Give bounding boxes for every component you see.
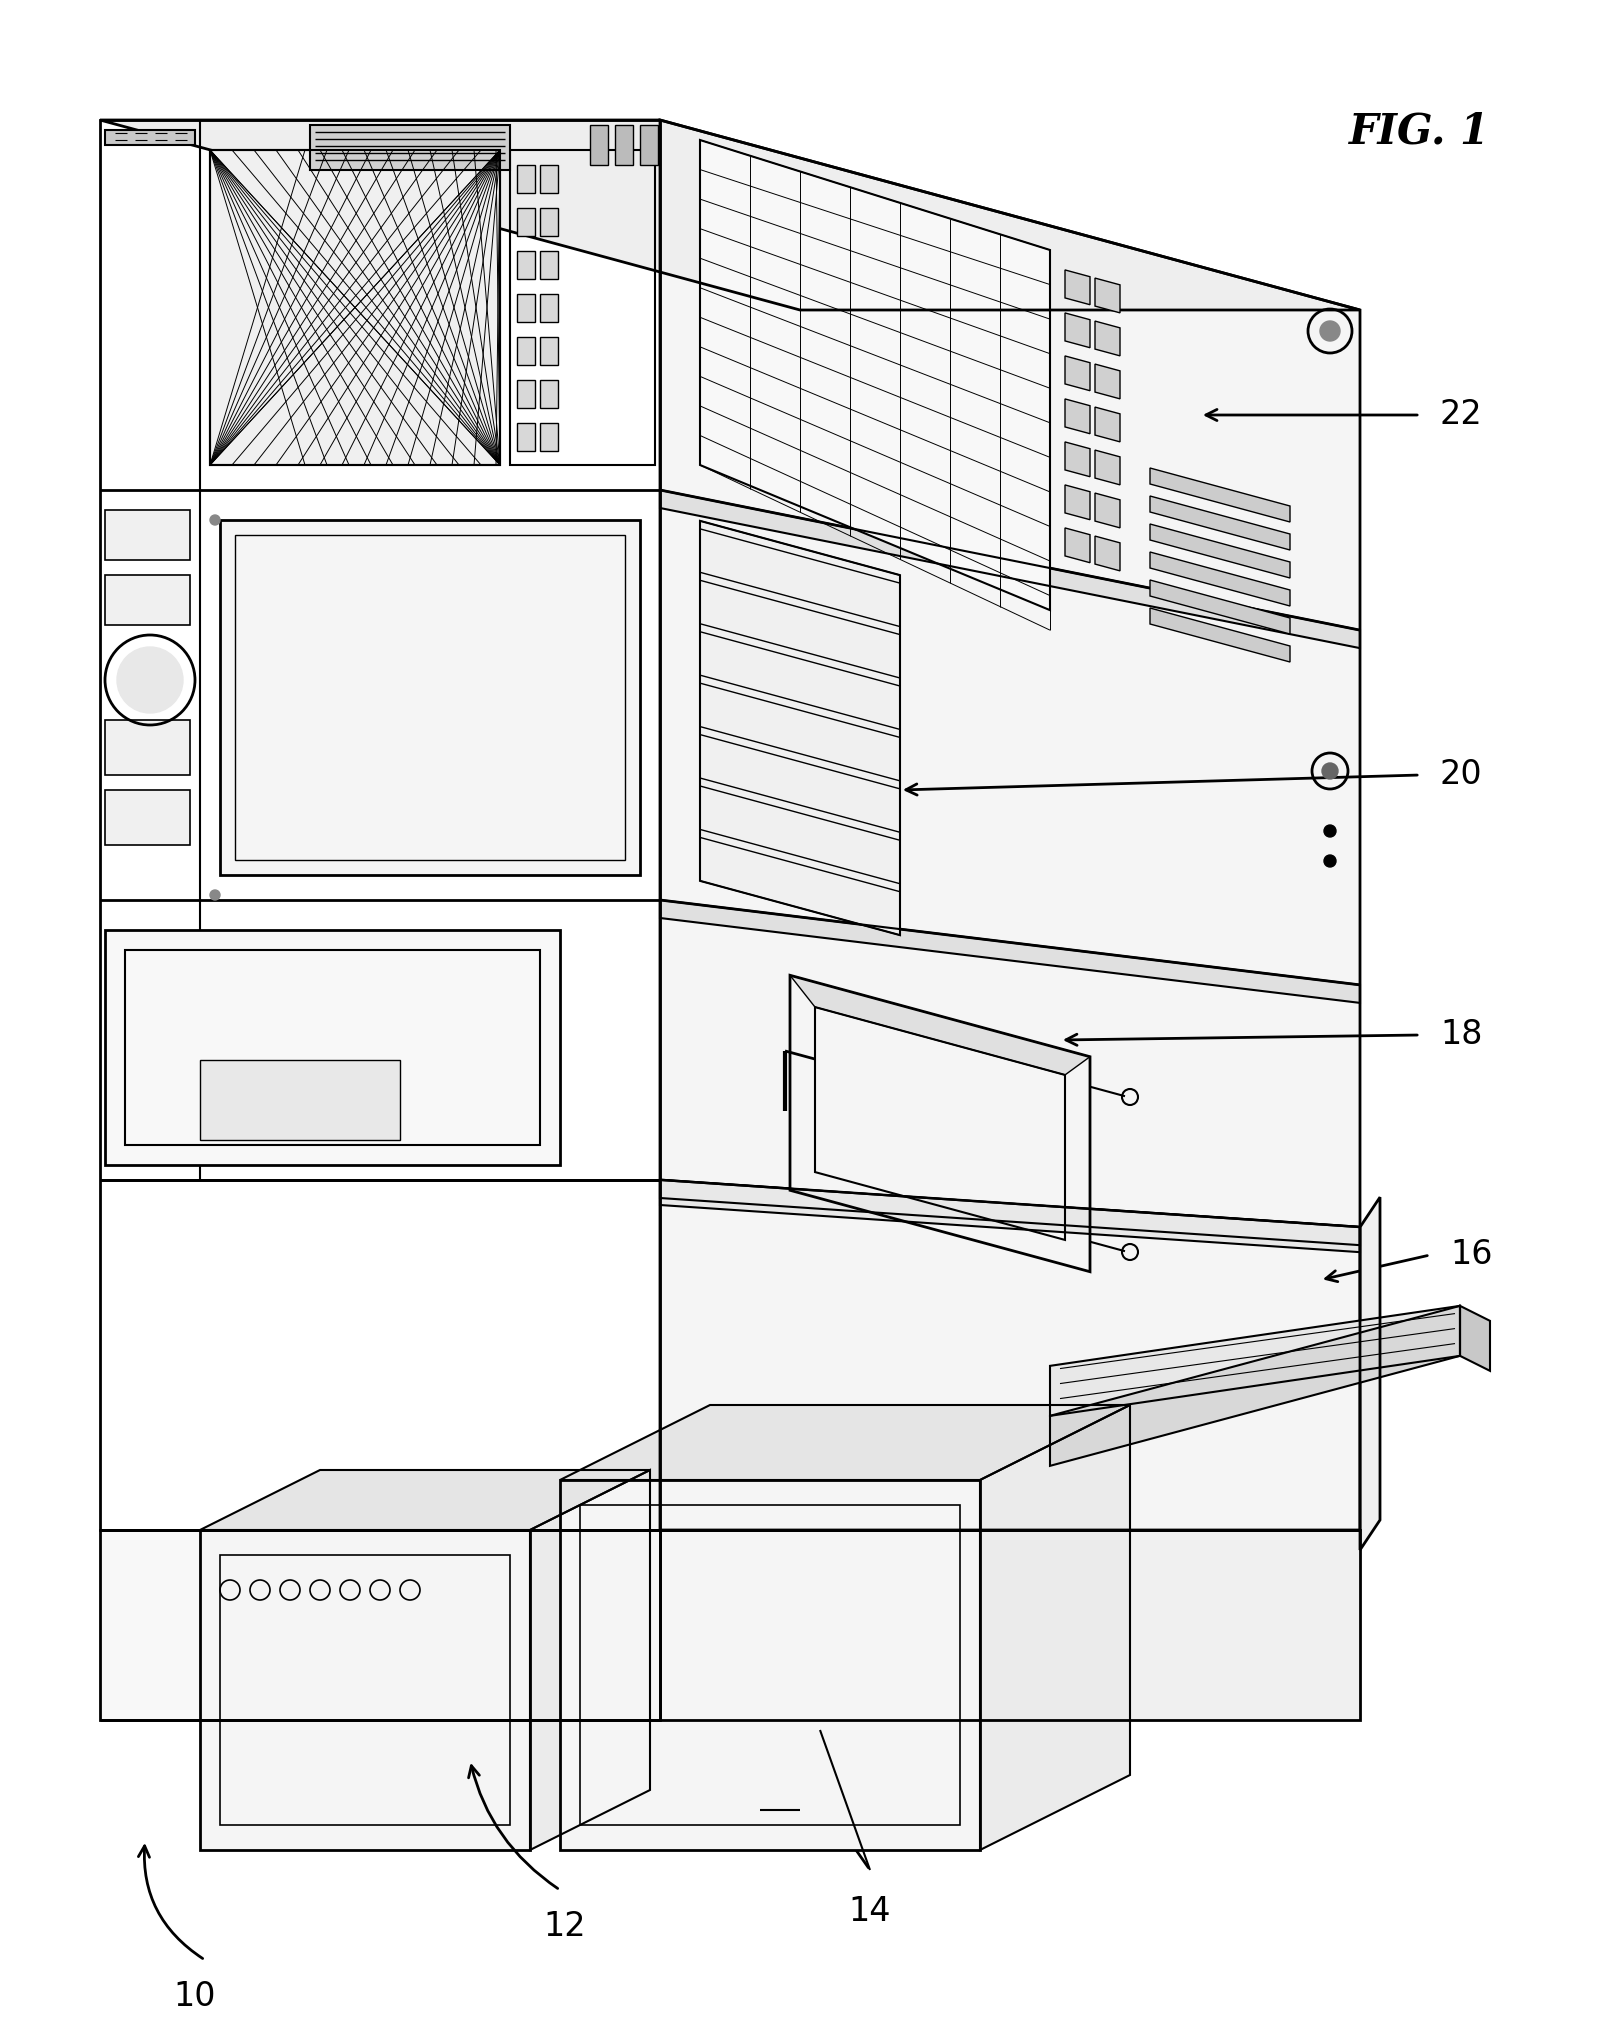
Text: 12: 12	[543, 1910, 587, 1943]
Polygon shape	[1151, 608, 1290, 661]
FancyArrowPatch shape	[139, 1845, 202, 1959]
FancyArrowPatch shape	[469, 1765, 558, 1888]
Text: 18: 18	[1440, 1018, 1482, 1051]
Polygon shape	[1151, 551, 1290, 606]
Polygon shape	[517, 251, 535, 280]
Polygon shape	[659, 900, 1361, 1002]
Polygon shape	[540, 208, 558, 237]
Polygon shape	[1065, 398, 1091, 435]
Polygon shape	[1151, 467, 1290, 522]
Polygon shape	[100, 120, 659, 1531]
Polygon shape	[540, 251, 558, 280]
Circle shape	[116, 647, 183, 712]
Text: 20: 20	[1440, 759, 1482, 792]
Polygon shape	[790, 976, 1091, 1272]
Polygon shape	[659, 120, 1361, 1531]
Polygon shape	[561, 1480, 979, 1849]
Polygon shape	[700, 141, 1050, 610]
Polygon shape	[1065, 355, 1091, 390]
Circle shape	[210, 890, 220, 900]
Polygon shape	[1096, 363, 1120, 398]
Polygon shape	[200, 1059, 401, 1141]
Polygon shape	[540, 165, 558, 194]
Polygon shape	[561, 1404, 1130, 1480]
Polygon shape	[1096, 451, 1120, 486]
Polygon shape	[540, 294, 558, 322]
Polygon shape	[1065, 443, 1091, 478]
Polygon shape	[1096, 320, 1120, 355]
Polygon shape	[1096, 537, 1120, 571]
Polygon shape	[590, 125, 608, 165]
Polygon shape	[979, 1404, 1130, 1849]
Circle shape	[1324, 825, 1336, 837]
Polygon shape	[210, 149, 499, 465]
Polygon shape	[517, 165, 535, 194]
Polygon shape	[105, 131, 196, 145]
Polygon shape	[200, 1531, 530, 1849]
Polygon shape	[640, 125, 658, 165]
Polygon shape	[100, 1531, 659, 1721]
Polygon shape	[1151, 496, 1290, 549]
Polygon shape	[100, 120, 1361, 310]
Polygon shape	[700, 520, 900, 935]
Polygon shape	[517, 422, 535, 451]
Polygon shape	[200, 1470, 650, 1531]
Polygon shape	[1050, 1306, 1459, 1465]
Circle shape	[1324, 855, 1336, 867]
Polygon shape	[659, 490, 1361, 649]
Polygon shape	[1065, 529, 1091, 563]
Circle shape	[210, 514, 220, 525]
Polygon shape	[659, 1180, 1361, 1245]
Polygon shape	[517, 208, 535, 237]
Polygon shape	[105, 576, 191, 625]
Circle shape	[1322, 763, 1338, 780]
Polygon shape	[105, 931, 561, 1165]
Polygon shape	[540, 380, 558, 408]
Polygon shape	[659, 1180, 1361, 1253]
Polygon shape	[616, 125, 633, 165]
Polygon shape	[540, 337, 558, 365]
Polygon shape	[1459, 1306, 1490, 1372]
Polygon shape	[1096, 278, 1120, 312]
Text: FIG. 1: FIG. 1	[1349, 110, 1490, 151]
Polygon shape	[1096, 406, 1120, 441]
Polygon shape	[1361, 1198, 1380, 1549]
Polygon shape	[540, 422, 558, 451]
Polygon shape	[310, 125, 511, 169]
Polygon shape	[659, 1531, 1361, 1721]
Text: 10: 10	[175, 1980, 217, 2012]
Polygon shape	[1151, 525, 1290, 578]
Polygon shape	[517, 294, 535, 322]
Polygon shape	[1151, 580, 1290, 635]
Polygon shape	[1065, 269, 1091, 304]
Polygon shape	[105, 720, 191, 776]
Polygon shape	[105, 510, 191, 559]
Text: 14: 14	[848, 1894, 892, 1929]
Polygon shape	[220, 520, 640, 876]
Polygon shape	[1050, 1306, 1459, 1416]
Polygon shape	[530, 1470, 650, 1849]
Circle shape	[1320, 320, 1340, 341]
Polygon shape	[1065, 312, 1091, 347]
Polygon shape	[517, 337, 535, 365]
Polygon shape	[517, 380, 535, 408]
Polygon shape	[105, 790, 191, 845]
Text: 16: 16	[1450, 1239, 1493, 1272]
Text: 22: 22	[1440, 398, 1483, 431]
Polygon shape	[1096, 494, 1120, 529]
Polygon shape	[790, 976, 1091, 1076]
Polygon shape	[1065, 486, 1091, 520]
